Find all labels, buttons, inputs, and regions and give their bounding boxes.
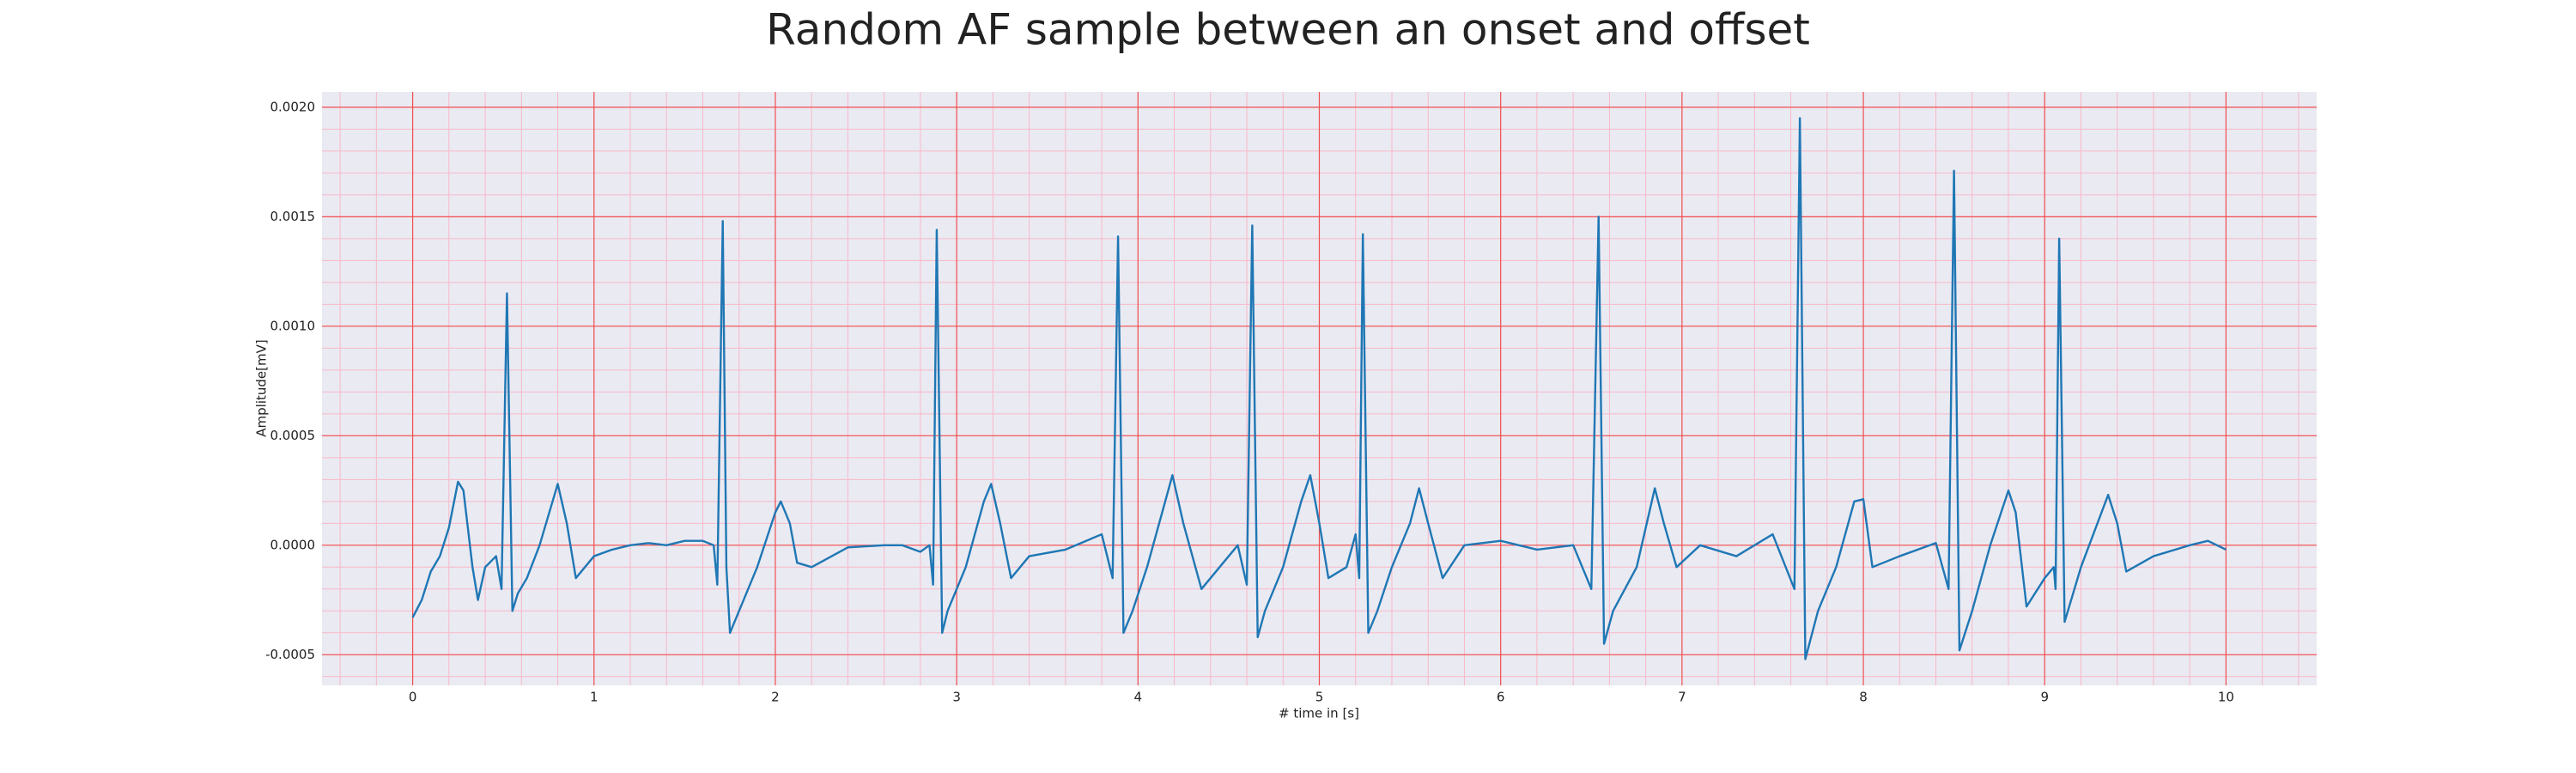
y-axis-label: Amplitude[mV] [254,339,270,436]
x-tick-label: 7 [1678,690,1686,705]
y-tick-label: -0.0005 [265,647,315,662]
x-axis-label: # time in [s] [1279,706,1359,721]
x-tick-label: 10 [2218,690,2234,705]
x-tick-label: 1 [590,690,598,705]
y-tick-label: 0.0000 [270,537,316,552]
x-tick-label: 2 [771,690,780,705]
x-tick-label: 4 [1134,690,1143,705]
signal-line [411,117,2227,660]
x-tick-label: 8 [1859,690,1868,705]
y-tick-label: 0.0010 [270,318,316,333]
x-tick-label: 5 [1315,690,1324,705]
chart-title: Random AF sample between an onset and of… [766,5,1810,55]
y-tick-label: 0.0005 [270,428,316,443]
x-tick-label: 9 [2040,690,2049,705]
x-tick-label: 6 [1497,690,1505,705]
x-tick-label: 0 [409,690,417,705]
y-tick-label: 0.0020 [270,99,316,114]
x-tick-label: 3 [952,690,961,705]
y-tick-label: 0.0015 [270,209,316,224]
